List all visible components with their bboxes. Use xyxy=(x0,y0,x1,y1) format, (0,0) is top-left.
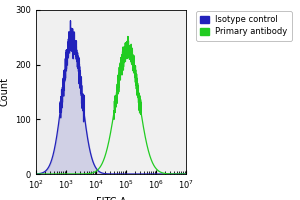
X-axis label: FITC-A: FITC-A xyxy=(96,197,126,200)
Y-axis label: Count: Count xyxy=(0,77,10,106)
Legend: Isotype control, Primary antibody: Isotype control, Primary antibody xyxy=(196,11,292,41)
